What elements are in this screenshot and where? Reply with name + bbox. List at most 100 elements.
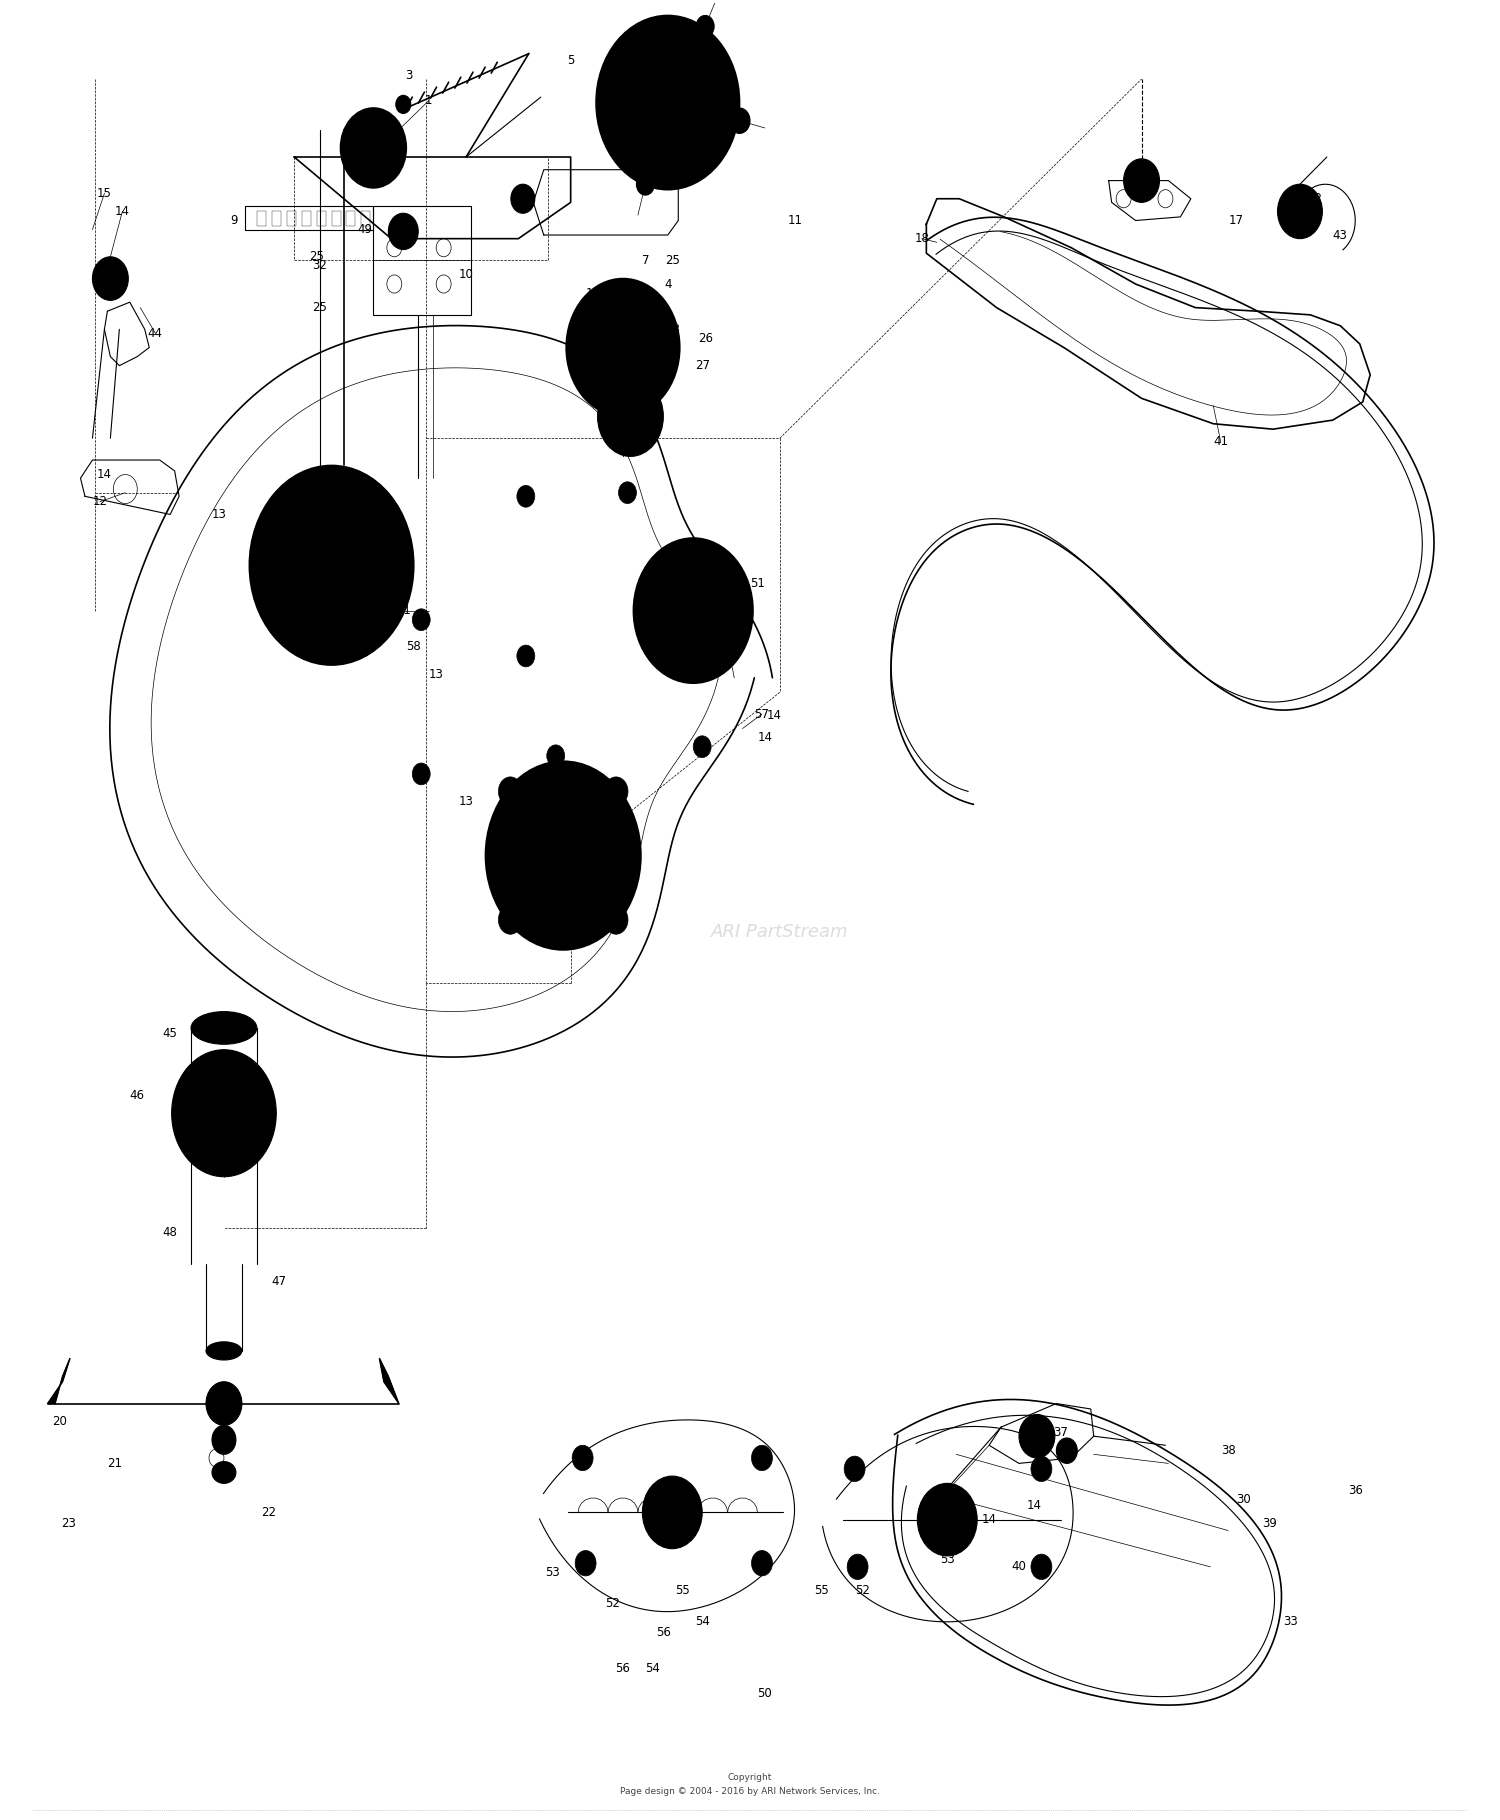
Circle shape: [604, 777, 628, 806]
Circle shape: [633, 539, 753, 682]
Circle shape: [206, 1381, 242, 1425]
Text: 54: 54: [694, 1614, 709, 1627]
Text: 23: 23: [62, 1516, 76, 1531]
Circle shape: [486, 761, 640, 950]
Polygon shape: [540, 1420, 795, 1613]
Circle shape: [618, 482, 636, 504]
Text: 44: 44: [147, 326, 162, 340]
Text: 18: 18: [915, 233, 930, 246]
Circle shape: [338, 504, 356, 526]
Text: 50: 50: [758, 1687, 772, 1700]
Text: 39: 39: [1263, 1516, 1278, 1531]
Circle shape: [580, 297, 664, 399]
Bar: [332, 211, 340, 226]
Polygon shape: [294, 157, 570, 238]
Text: 14: 14: [981, 1512, 996, 1527]
Circle shape: [1124, 158, 1160, 202]
Circle shape: [1056, 1438, 1077, 1463]
Circle shape: [636, 173, 654, 195]
Text: 14: 14: [766, 710, 782, 723]
Text: 8: 8: [672, 160, 680, 173]
Circle shape: [314, 544, 350, 588]
Text: 52: 52: [604, 1596, 619, 1609]
Circle shape: [752, 1445, 772, 1471]
Circle shape: [604, 905, 628, 934]
Polygon shape: [105, 302, 148, 366]
Text: 40: 40: [1011, 1560, 1026, 1572]
Circle shape: [847, 1554, 868, 1580]
Circle shape: [498, 777, 522, 806]
Circle shape: [498, 905, 522, 934]
Circle shape: [211, 1425, 236, 1454]
Text: 5: 5: [567, 55, 574, 67]
Text: 47: 47: [272, 1276, 286, 1289]
Circle shape: [249, 466, 414, 664]
Text: 58: 58: [705, 635, 720, 648]
Circle shape: [396, 95, 411, 113]
Text: 31: 31: [516, 187, 531, 200]
Text: 45: 45: [162, 1026, 177, 1039]
Text: 14: 14: [1026, 1498, 1041, 1512]
Text: Page design © 2004 - 2016 by ARI Network Services, Inc.: Page design © 2004 - 2016 by ARI Network…: [620, 1787, 880, 1796]
Circle shape: [1030, 1456, 1051, 1481]
Circle shape: [1278, 184, 1323, 238]
Circle shape: [574, 1551, 596, 1576]
Text: 27: 27: [694, 359, 709, 371]
Text: 13: 13: [429, 668, 444, 681]
Text: 14: 14: [98, 468, 112, 480]
Text: ARI PartStream: ARI PartStream: [711, 923, 849, 941]
Circle shape: [660, 93, 675, 111]
Text: 55: 55: [815, 1583, 830, 1596]
Text: 15: 15: [98, 187, 112, 200]
Text: 12: 12: [93, 495, 108, 508]
Circle shape: [93, 257, 129, 300]
Polygon shape: [81, 460, 178, 515]
Ellipse shape: [190, 1012, 256, 1045]
Circle shape: [272, 493, 392, 637]
Circle shape: [369, 142, 378, 153]
Polygon shape: [1108, 180, 1191, 220]
Circle shape: [642, 1476, 702, 1549]
Circle shape: [624, 410, 636, 424]
Circle shape: [512, 184, 536, 213]
Text: 29: 29: [640, 313, 656, 328]
Circle shape: [693, 735, 711, 757]
Circle shape: [171, 1050, 276, 1178]
Circle shape: [918, 1483, 976, 1556]
Circle shape: [286, 511, 376, 619]
Text: 56: 56: [615, 1662, 630, 1674]
Circle shape: [388, 213, 418, 249]
Text: 13: 13: [459, 795, 474, 808]
Text: 25: 25: [309, 251, 324, 264]
Text: 10: 10: [459, 268, 474, 282]
Text: 19: 19: [1138, 182, 1154, 195]
Text: 51: 51: [396, 604, 411, 617]
Text: 33: 33: [1284, 1614, 1299, 1627]
Text: 52: 52: [855, 1583, 870, 1596]
Text: 41: 41: [1214, 435, 1228, 448]
Text: 53: 53: [940, 1552, 954, 1565]
Text: 3: 3: [624, 47, 632, 60]
Text: 28: 28: [664, 322, 680, 337]
Bar: [346, 211, 355, 226]
Text: Copyright: Copyright: [728, 1773, 772, 1782]
Text: 9: 9: [231, 215, 238, 228]
Text: 2: 2: [372, 133, 380, 146]
Polygon shape: [380, 1358, 399, 1403]
Bar: [374, 206, 471, 315]
Text: 36: 36: [1348, 1483, 1362, 1498]
Text: 11: 11: [788, 215, 802, 228]
Bar: [362, 211, 370, 226]
Text: 13: 13: [526, 832, 540, 844]
Text: 4: 4: [664, 277, 672, 291]
Bar: [316, 211, 326, 226]
Polygon shape: [48, 1358, 70, 1403]
Circle shape: [548, 744, 564, 766]
Text: 57: 57: [754, 708, 770, 721]
Circle shape: [696, 16, 714, 36]
Bar: [256, 211, 265, 226]
Text: 13: 13: [211, 508, 226, 521]
Polygon shape: [927, 198, 1370, 430]
Text: 51: 51: [750, 577, 765, 590]
Text: 7: 7: [642, 255, 650, 268]
